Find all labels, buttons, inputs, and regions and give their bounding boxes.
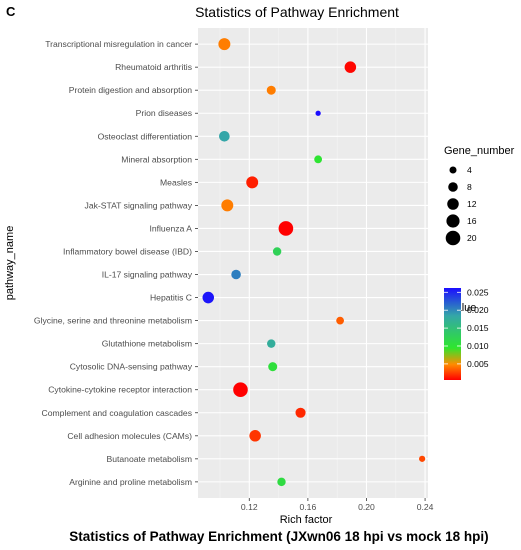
- y-tick-label: Mineral absorption: [121, 154, 192, 164]
- size-legend-label: 12: [467, 199, 477, 209]
- y-tick-label: Cell adhesion molecules (CAMs): [67, 431, 192, 441]
- data-point: [249, 430, 261, 442]
- y-tick-label: Osteoclast differentiation: [98, 131, 193, 141]
- data-point: [218, 38, 231, 51]
- x-tick-label: 0.20: [358, 502, 375, 512]
- y-tick-label: Measles: [160, 177, 192, 187]
- chart-title: Statistics of Pathway Enrichment: [195, 4, 399, 20]
- data-point: [221, 199, 234, 212]
- grid-lines: [198, 28, 428, 498]
- y-tick-label: Hepatitis C: [150, 293, 192, 303]
- data-point: [272, 247, 282, 256]
- size-legend-label: 8: [467, 182, 472, 192]
- y-tick-label: Prion diseases: [136, 108, 192, 118]
- y-tick-label: Butanoate metabolism: [106, 454, 192, 464]
- color-legend-label: 0.015: [467, 323, 489, 333]
- size-legend-title: Gene_number: [444, 145, 515, 157]
- y-tick-label: Complement and coagulation cascades: [42, 408, 192, 418]
- plot-area: [198, 28, 428, 498]
- size-legend-label: 16: [467, 216, 477, 226]
- data-points: [202, 38, 426, 487]
- color-legend-label: 0.010: [467, 341, 489, 351]
- y-axis-labels: Transcriptional misregulation in cancer R…: [34, 39, 198, 487]
- y-tick-label: Protein digestion and absorption: [69, 85, 192, 95]
- size-legend-label: 4: [467, 165, 472, 175]
- x-axis: 0.12 0.16 0.20 0.24: [241, 498, 434, 512]
- x-tick-label: 0.12: [241, 502, 258, 512]
- color-legend-label: 0.025: [467, 287, 489, 297]
- data-point: [267, 339, 276, 348]
- data-point: [314, 155, 323, 164]
- data-point: [233, 382, 248, 398]
- data-point: [266, 85, 276, 95]
- y-tick-label: Glycine, serine and threonine metabolism: [34, 316, 192, 326]
- y-tick-label: Jak-STAT signaling pathway: [85, 200, 193, 210]
- y-tick-label: IL-17 signaling pathway: [102, 270, 193, 280]
- data-point: [278, 221, 294, 236]
- data-point: [336, 316, 344, 325]
- size-legend-dot: [446, 214, 460, 228]
- data-point: [202, 291, 215, 304]
- y-tick-label: Cytokine-cytokine receptor interaction: [48, 385, 192, 395]
- data-point: [246, 176, 259, 189]
- color-legend-bar: [444, 288, 461, 380]
- y-tick-label: Cytosolic DNA-sensing pathway: [70, 362, 193, 372]
- size-legend-dot: [449, 166, 457, 174]
- x-axis-title: Rich factor: [280, 514, 333, 526]
- size-legend: Gene_number 4 8 12 16 20: [444, 145, 515, 246]
- color-legend-label: 0.020: [467, 305, 489, 315]
- data-point: [344, 61, 357, 73]
- size-legend-dot: [445, 230, 461, 246]
- data-point: [231, 269, 241, 280]
- y-axis-title: pathway_name: [4, 226, 16, 301]
- size-legend-dot: [447, 198, 459, 210]
- data-point: [219, 130, 230, 142]
- data-point: [315, 110, 321, 116]
- x-tick-label: 0.16: [300, 502, 317, 512]
- y-tick-label: Rheumatoid arthritis: [115, 62, 192, 72]
- figure-caption: Statistics of Pathway Enrichment (JXwn06…: [69, 529, 488, 544]
- size-legend-items: 4 8 12 16 20: [445, 165, 477, 246]
- y-tick-label: Arginine and proline metabolism: [69, 477, 192, 487]
- y-tick-label: Transcriptional misregulation in cancer: [45, 39, 192, 49]
- size-legend-label: 20: [467, 233, 477, 243]
- data-point: [419, 455, 426, 462]
- color-legend-label: 0.005: [467, 359, 489, 369]
- y-tick-label: Glutathione metabolism: [102, 339, 192, 349]
- data-point: [295, 407, 306, 418]
- data-point: [268, 362, 278, 372]
- size-legend-dot: [448, 182, 458, 192]
- panel-letter: C: [6, 4, 16, 19]
- plot-background: [198, 28, 428, 498]
- y-tick-label: Inflammatory bowel disease (IBD): [63, 246, 192, 256]
- data-point: [277, 477, 286, 487]
- color-legend-ticks: 0.005 0.010 0.015 0.020 0.025: [444, 287, 489, 369]
- x-tick-label: 0.24: [417, 502, 434, 512]
- y-tick-label: Influenza A: [149, 223, 192, 233]
